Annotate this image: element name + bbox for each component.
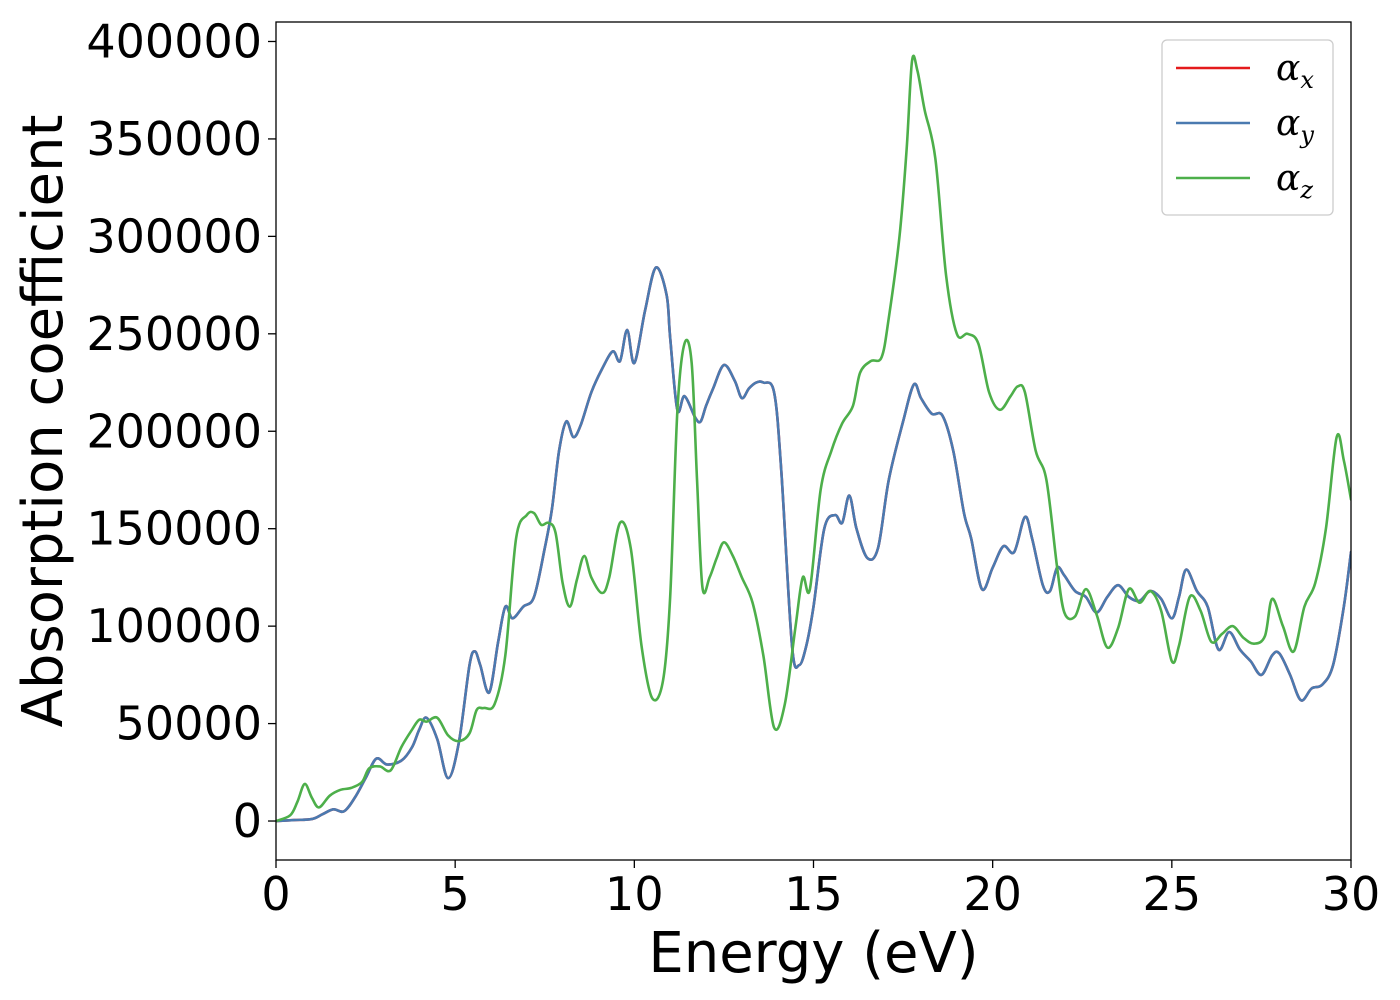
legend-item-z: αz: [1176, 158, 1313, 204]
y-tick-label: 200000: [86, 404, 262, 458]
legend-label: αz: [1276, 158, 1313, 204]
y-tick-label: 150000: [86, 502, 262, 556]
x-tick-label: 20: [963, 867, 1022, 921]
y-tick-label: 0: [233, 794, 262, 848]
legend-label-base: α: [1276, 48, 1300, 89]
x-tick-label: 0: [261, 867, 290, 921]
y-tick-label: 300000: [86, 209, 262, 263]
legend-label: αy: [1276, 103, 1314, 149]
legend-box: [1161, 39, 1334, 216]
legend-label: αx: [1276, 48, 1314, 94]
series-line-z: [276, 54, 1351, 823]
legend-label-subscript: y: [1299, 121, 1314, 149]
series-layer: [276, 54, 1351, 823]
x-tick-label: 25: [1143, 867, 1202, 921]
legend-label-base: α: [1276, 103, 1300, 144]
legend-item-y: αy: [1176, 103, 1314, 149]
x-tick-label: 10: [605, 867, 664, 921]
y-tick-label: 100000: [86, 599, 262, 653]
series-line-y: [276, 266, 1351, 823]
legend-label-base: α: [1276, 158, 1300, 199]
x-tick-label: 15: [784, 867, 843, 921]
x-axis-ticks: 0 5 10 15 20 25 30: [261, 860, 1380, 921]
legend-label-subscript: z: [1299, 176, 1313, 204]
y-tick-label: 350000: [86, 112, 262, 166]
y-axis-title: Absorption coefficient: [11, 115, 76, 728]
y-axis-ticks: 0 50000 100000 150000 200000 250000 300000 3500…: [86, 14, 276, 848]
x-tick-label: 5: [441, 867, 470, 921]
legend-item-x: αx: [1176, 48, 1314, 94]
legend-label-subscript: x: [1300, 66, 1314, 94]
y-tick-label: 50000: [116, 697, 262, 751]
x-tick-label: 30: [1322, 867, 1381, 921]
y-tick-label: 250000: [86, 307, 262, 361]
x-axis-title: Energy (eV): [648, 921, 978, 986]
y-tick-label: 400000: [86, 14, 262, 68]
